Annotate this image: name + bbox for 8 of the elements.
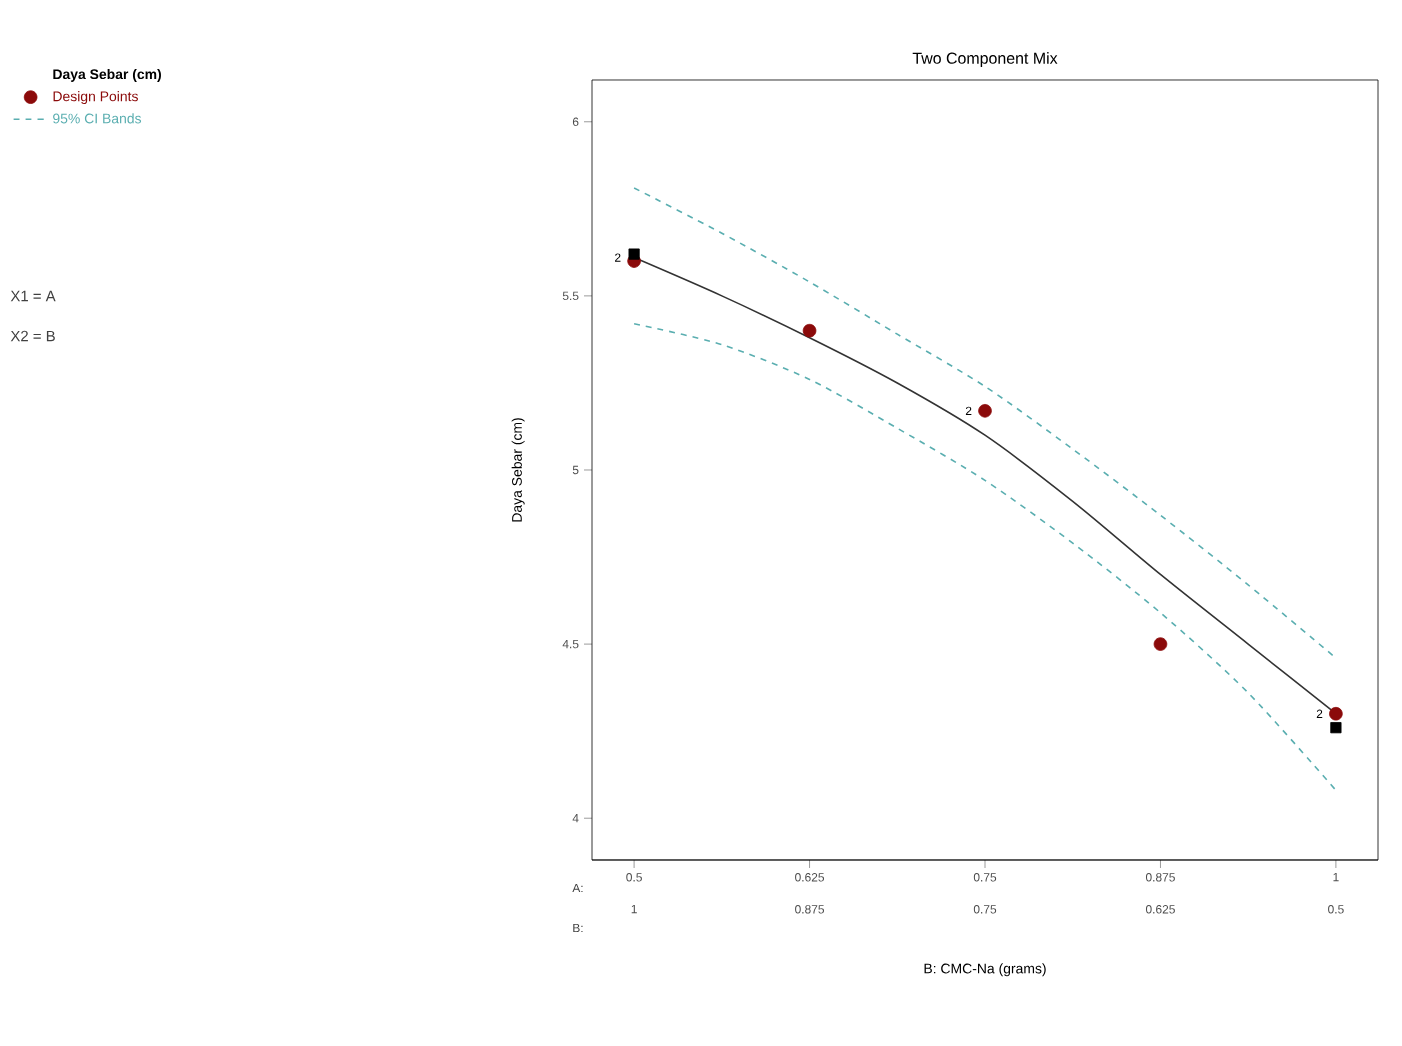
point bbox=[802, 323, 817, 338]
point bbox=[1330, 722, 1342, 734]
point bbox=[1329, 706, 1343, 721]
point bbox=[628, 248, 640, 260]
line-series bbox=[633, 187, 1337, 659]
point bbox=[1153, 637, 1168, 651]
line-series bbox=[633, 322, 1337, 792]
point bbox=[978, 404, 992, 418]
